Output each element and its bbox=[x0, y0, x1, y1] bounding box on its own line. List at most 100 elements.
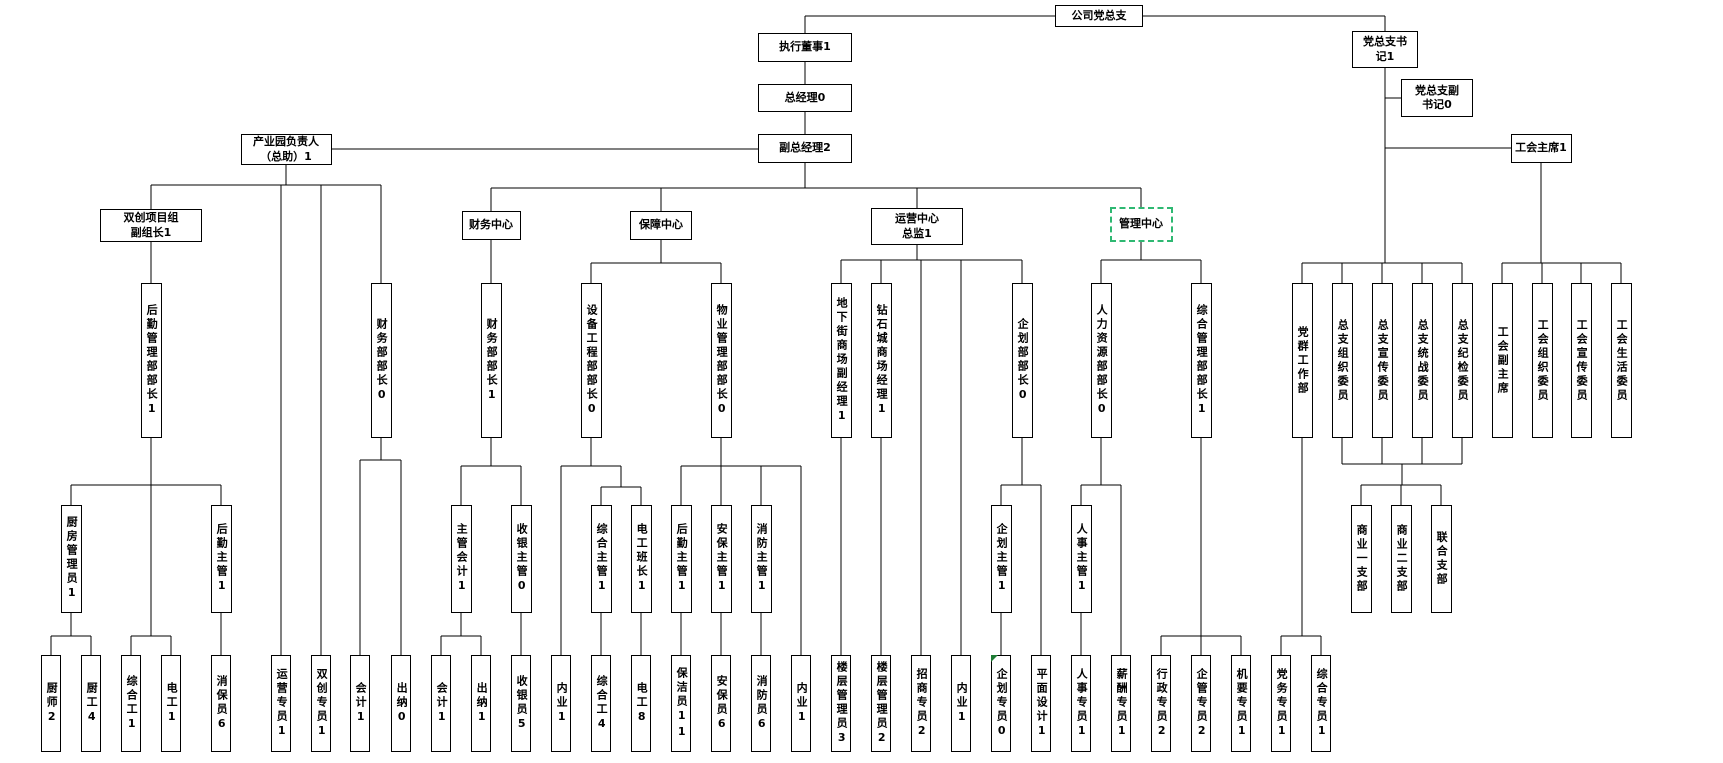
org-node-xiaobaoyuan-6[interactable]: 消保员6 bbox=[211, 655, 231, 752]
org-node-label: 收银员5 bbox=[515, 674, 529, 733]
org-node-neiye-equipment[interactable]: 内业1 bbox=[551, 655, 571, 752]
org-node-equipment-eng-dept-head[interactable]: 设备工程部部长0 bbox=[580, 283, 602, 438]
org-node-floor-manager-2[interactable]: 楼层管理员2 bbox=[871, 655, 891, 752]
org-node-general-specialist-1[interactable]: 综合专员1 bbox=[1311, 655, 1331, 752]
org-node-personnel-specialist-1[interactable]: 人事专员1 bbox=[1071, 655, 1091, 752]
org-node-kitchen-worker-4[interactable]: 厨工4 bbox=[81, 655, 101, 752]
org-node-planning-supervisor[interactable]: 企划主管1 bbox=[990, 505, 1012, 613]
org-node-cashier-supervisor[interactable]: 收银主管0 bbox=[510, 505, 532, 613]
org-node-union-life-committee[interactable]: 工会生活委员 bbox=[1610, 283, 1632, 438]
org-node-chef-2[interactable]: 厨师2 bbox=[41, 655, 61, 752]
org-node-label: 消防员6 bbox=[755, 674, 769, 733]
org-node-sc-group[interactable]: 双创项目组 副组长1 bbox=[100, 209, 202, 242]
org-node-company-party[interactable]: 公司党总支 bbox=[1055, 5, 1143, 27]
org-node-security-supervisor[interactable]: 安保主管1 bbox=[710, 505, 732, 613]
org-node-support-center[interactable]: 保障中心 bbox=[630, 211, 692, 240]
org-node-underground-mall-deputy-mgr[interactable]: 地下街商场副经理1 bbox=[830, 283, 852, 438]
org-node-accountant-a[interactable]: 会计1 bbox=[350, 655, 370, 752]
org-node-joint-branch[interactable]: 联合支部 bbox=[1430, 505, 1452, 613]
org-node-compensation-specialist-1[interactable]: 薪酬专员1 bbox=[1111, 655, 1131, 752]
org-node-commercial-branch-2[interactable]: 商业二支部 bbox=[1390, 505, 1412, 613]
org-node-merchant-specialist[interactable]: 招商专员2 bbox=[911, 655, 931, 752]
org-node-label: 副总经理2 bbox=[779, 141, 831, 155]
org-node-label: 安保主管1 bbox=[715, 523, 729, 595]
org-node-label: 机要专员1 bbox=[1235, 667, 1249, 740]
org-node-party-affairs-specialist-1[interactable]: 党务专员1 bbox=[1271, 655, 1291, 752]
org-node-planning-dept-head[interactable]: 企划部部长0 bbox=[1011, 283, 1033, 438]
org-node-logistics-supervisor-a[interactable]: 后勤主管1 bbox=[210, 505, 232, 613]
org-node-gm[interactable]: 总经理0 bbox=[758, 84, 852, 112]
org-node-label: 电工1 bbox=[165, 681, 179, 726]
org-node-operations-specialist[interactable]: 运营专员1 bbox=[271, 655, 291, 752]
org-node-label: 工会生活委员 bbox=[1615, 318, 1629, 403]
org-node-commercial-branch-1[interactable]: 商业一支部 bbox=[1350, 505, 1372, 613]
org-node-finance-dept-head-0[interactable]: 财务部部长0 bbox=[370, 283, 392, 438]
org-node-security-guard-6[interactable]: 安保员6 bbox=[711, 655, 731, 752]
org-node-confidential-specialist-1[interactable]: 机要专员1 bbox=[1231, 655, 1251, 752]
org-node-label: 双创专员1 bbox=[315, 667, 329, 740]
org-node-electrician-8[interactable]: 电工8 bbox=[631, 655, 651, 752]
org-node-union-publicity-committee[interactable]: 工会宣传委员 bbox=[1570, 283, 1592, 438]
org-node-union-chairman[interactable]: 工会主席1 bbox=[1510, 134, 1572, 163]
org-node-planning-specialist-0[interactable]: 企划专员0 bbox=[991, 655, 1011, 752]
org-node-party-secretary[interactable]: 党总支书 记1 bbox=[1352, 31, 1418, 68]
org-node-teller-5[interactable]: 收银员5 bbox=[511, 655, 531, 752]
org-node-accountant-b[interactable]: 会计1 bbox=[431, 655, 451, 752]
org-node-exec-director[interactable]: 执行董事1 bbox=[758, 33, 852, 62]
org-node-finance-center[interactable]: 财务中心 bbox=[461, 211, 521, 240]
org-node-chief-accountant[interactable]: 主管会计1 bbox=[450, 505, 472, 613]
org-node-kitchen-manager[interactable]: 厨房管理员1 bbox=[60, 505, 82, 613]
org-node-general-worker-1[interactable]: 综合工1 bbox=[121, 655, 141, 752]
org-node-enterprise-specialist-2[interactable]: 企管专员2 bbox=[1191, 655, 1211, 752]
org-node-label: 公司党总支 bbox=[1071, 8, 1127, 22]
org-node-operations-center[interactable]: 运营中心 总监1 bbox=[871, 208, 963, 245]
org-node-label: 总支组织委员 bbox=[1336, 318, 1350, 403]
org-node-label: 消保员6 bbox=[215, 674, 229, 733]
org-node-general-mgmt-dept-head[interactable]: 综合管理部部长1 bbox=[1190, 283, 1212, 438]
org-node-management-center[interactable]: 管理中心 bbox=[1109, 207, 1173, 242]
org-node-label: 保洁员11 bbox=[675, 666, 689, 741]
org-node-admin-specialist-2[interactable]: 行政专员2 bbox=[1151, 655, 1171, 752]
org-node-logistics-dept-head[interactable]: 后勤管理部部长1 bbox=[140, 283, 162, 438]
org-node-hr-dept-head[interactable]: 人力资源部部长0 bbox=[1090, 283, 1112, 438]
org-node-logistics-supervisor-b[interactable]: 后勤主管1 bbox=[670, 505, 692, 613]
org-node-cashier-0[interactable]: 出纳0 bbox=[391, 655, 411, 752]
org-node-fire-supervisor[interactable]: 消防主管1 bbox=[750, 505, 772, 613]
org-node-label: 工会组织委员 bbox=[1536, 318, 1550, 403]
org-node-union-vice-chairman[interactable]: 工会副主席 bbox=[1491, 283, 1513, 438]
org-node-label: 商业一支部 bbox=[1355, 524, 1369, 594]
org-node-floor-manager-3[interactable]: 楼层管理员3 bbox=[831, 655, 851, 752]
org-node-firefighter-6[interactable]: 消防员6 bbox=[751, 655, 771, 752]
org-node-general-supervisor[interactable]: 综合主管1 bbox=[590, 505, 612, 613]
org-node-label: 工会副主席 bbox=[1496, 325, 1510, 396]
org-node-electrician-foreman[interactable]: 电工班长1 bbox=[630, 505, 652, 613]
org-node-park-head[interactable]: 产业园负责人 （总助）1 bbox=[240, 134, 332, 165]
org-node-property-mgmt-dept-head[interactable]: 物业管理部部长0 bbox=[710, 283, 732, 438]
org-node-cashier-1[interactable]: 出纳1 bbox=[471, 655, 491, 752]
org-node-sc-specialist[interactable]: 双创专员1 bbox=[311, 655, 331, 752]
org-node-diamond-city-mall-mgr[interactable]: 钻石城商场经理1 bbox=[870, 283, 892, 438]
org-node-finance-dept-head-1[interactable]: 财务部部长1 bbox=[480, 283, 502, 438]
org-node-publicity-committee[interactable]: 总支宣传委员 bbox=[1371, 283, 1393, 438]
org-node-label: 会计1 bbox=[435, 681, 449, 726]
org-node-party-deputy-secretary[interactable]: 党总支副 书记0 bbox=[1401, 79, 1473, 117]
org-node-label: 厨工4 bbox=[85, 681, 99, 726]
org-node-neiye-operations[interactable]: 内业1 bbox=[951, 655, 971, 752]
org-node-discipline-committee[interactable]: 总支纪检委员 bbox=[1451, 283, 1473, 438]
org-node-party-mass-work-dept[interactable]: 党群工作部 bbox=[1291, 283, 1313, 438]
org-node-label: 商业二支部 bbox=[1395, 524, 1409, 594]
org-node-dgm[interactable]: 副总经理2 bbox=[758, 134, 852, 163]
org-node-personnel-supervisor[interactable]: 人事主管1 bbox=[1070, 505, 1092, 613]
org-node-label: 厨房管理员1 bbox=[65, 516, 79, 602]
org-node-label: 综合管理部部长1 bbox=[1195, 303, 1209, 418]
org-node-org-committee[interactable]: 总支组织委员 bbox=[1331, 283, 1353, 438]
org-node-united-front-committee[interactable]: 总支统战委员 bbox=[1411, 283, 1433, 438]
org-node-union-org-committee[interactable]: 工会组织委员 bbox=[1531, 283, 1553, 438]
org-node-label: 电工班长1 bbox=[635, 523, 649, 595]
org-node-graphic-designer-1[interactable]: 平面设计1 bbox=[1031, 655, 1051, 752]
org-node-label: 安保员6 bbox=[715, 674, 729, 733]
org-node-neiye-property[interactable]: 内业1 bbox=[791, 655, 811, 752]
org-node-electrician-1[interactable]: 电工1 bbox=[161, 655, 181, 752]
org-node-cleaner-11[interactable]: 保洁员11 bbox=[671, 655, 691, 752]
org-node-general-worker-4[interactable]: 综合工4 bbox=[591, 655, 611, 752]
